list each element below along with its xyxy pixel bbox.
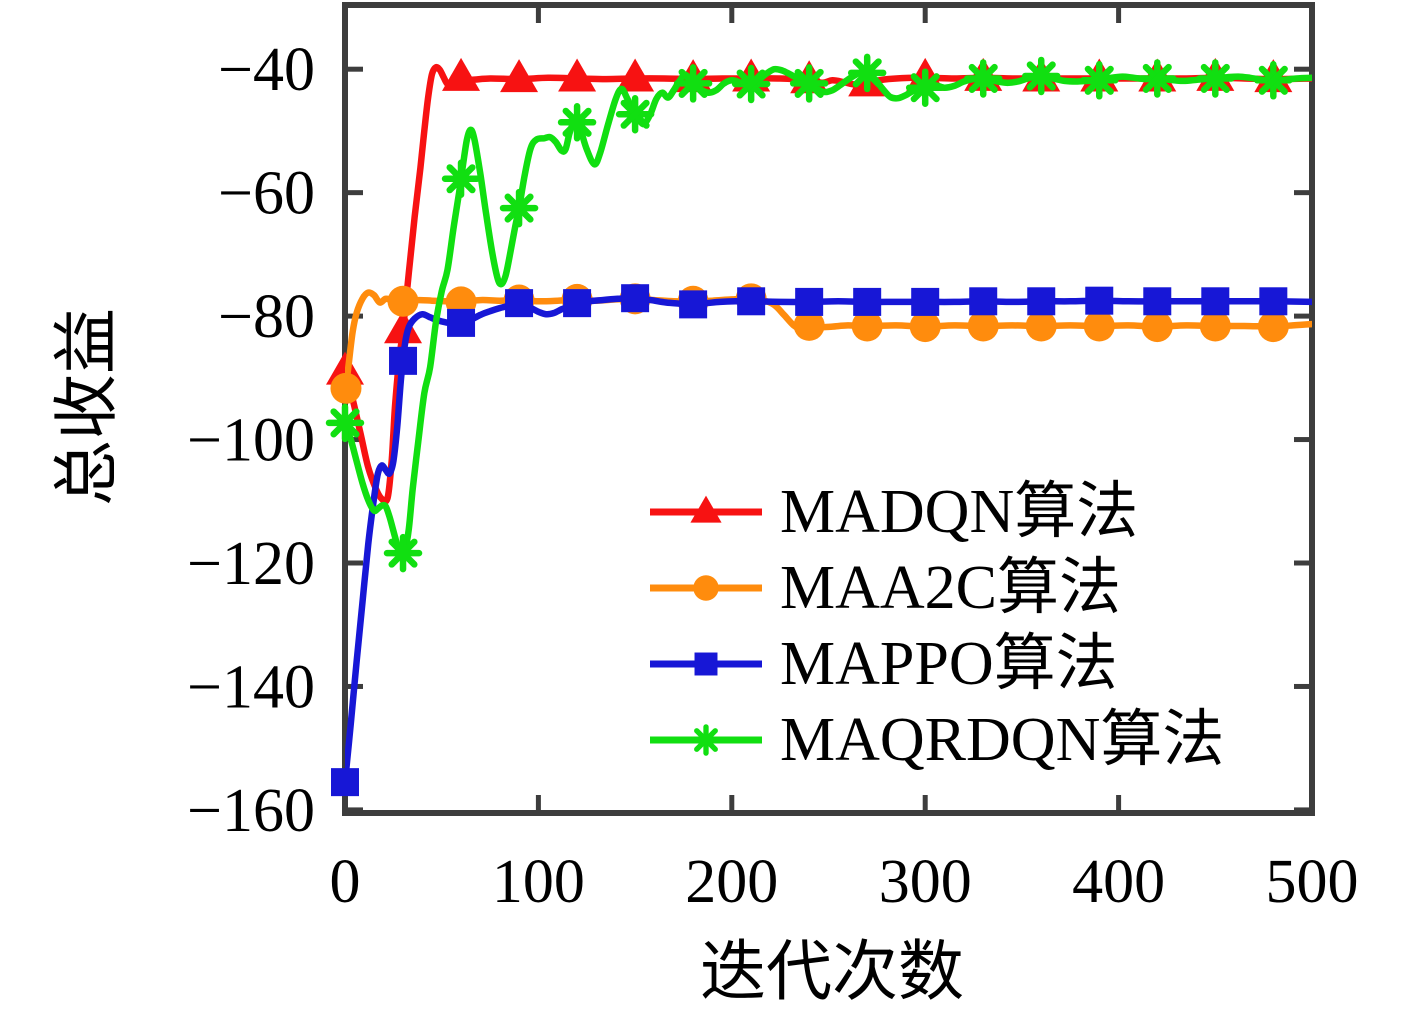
svg-text:0: 0 bbox=[330, 848, 361, 916]
svg-text:−160: −160 bbox=[187, 777, 315, 845]
svg-text:500: 500 bbox=[1266, 848, 1359, 916]
legend-item-mappo: MAPPO算法 bbox=[650, 626, 1224, 702]
svg-text:−100: −100 bbox=[187, 407, 315, 475]
svg-text:400: 400 bbox=[1072, 848, 1165, 916]
svg-text:200: 200 bbox=[685, 848, 778, 916]
y-axis-label: 总收益 bbox=[51, 308, 124, 506]
legend-label: MAA2C算法 bbox=[780, 554, 1122, 622]
legend-item-madqn: MADQN算法 bbox=[650, 474, 1224, 550]
y-tick-labels: −160 −140 −120 −100 −80 −60 −40 bbox=[187, 36, 315, 845]
svg-text:−40: −40 bbox=[218, 36, 315, 104]
svg-text:−80: −80 bbox=[218, 283, 315, 351]
legend-item-maqrdqn: MAQRDQN算法 bbox=[650, 702, 1224, 778]
legend-item-maa2c: MAA2C算法 bbox=[650, 550, 1224, 626]
svg-text:−60: −60 bbox=[218, 160, 315, 228]
svg-text:300: 300 bbox=[879, 848, 972, 916]
series-markers-2 bbox=[331, 284, 1288, 797]
legend-marker-square-icon bbox=[650, 652, 762, 676]
series-markers-3 bbox=[325, 53, 1293, 573]
x-tick-labels: 0 100 200 300 400 500 bbox=[330, 848, 1359, 916]
series-line-0 bbox=[345, 63, 1312, 505]
legend-marker-circle-icon bbox=[650, 575, 762, 601]
x-axis-label: 迭代次数 bbox=[700, 936, 964, 1009]
legend-label: MAPPO算法 bbox=[780, 630, 1118, 698]
svg-text:100: 100 bbox=[492, 848, 585, 916]
legend-label: MAQRDQN算法 bbox=[780, 706, 1225, 774]
legend: MADQN算法 MAA2C算法 MAPPO算法 MAQRDQN算法 bbox=[650, 474, 1224, 778]
legend-marker-triangle-icon bbox=[650, 495, 762, 523]
svg-text:−120: −120 bbox=[187, 530, 315, 598]
legend-marker-asterisk-icon bbox=[650, 724, 762, 756]
svg-text:−140: −140 bbox=[187, 653, 315, 721]
legend-label: MADQN算法 bbox=[780, 478, 1139, 546]
